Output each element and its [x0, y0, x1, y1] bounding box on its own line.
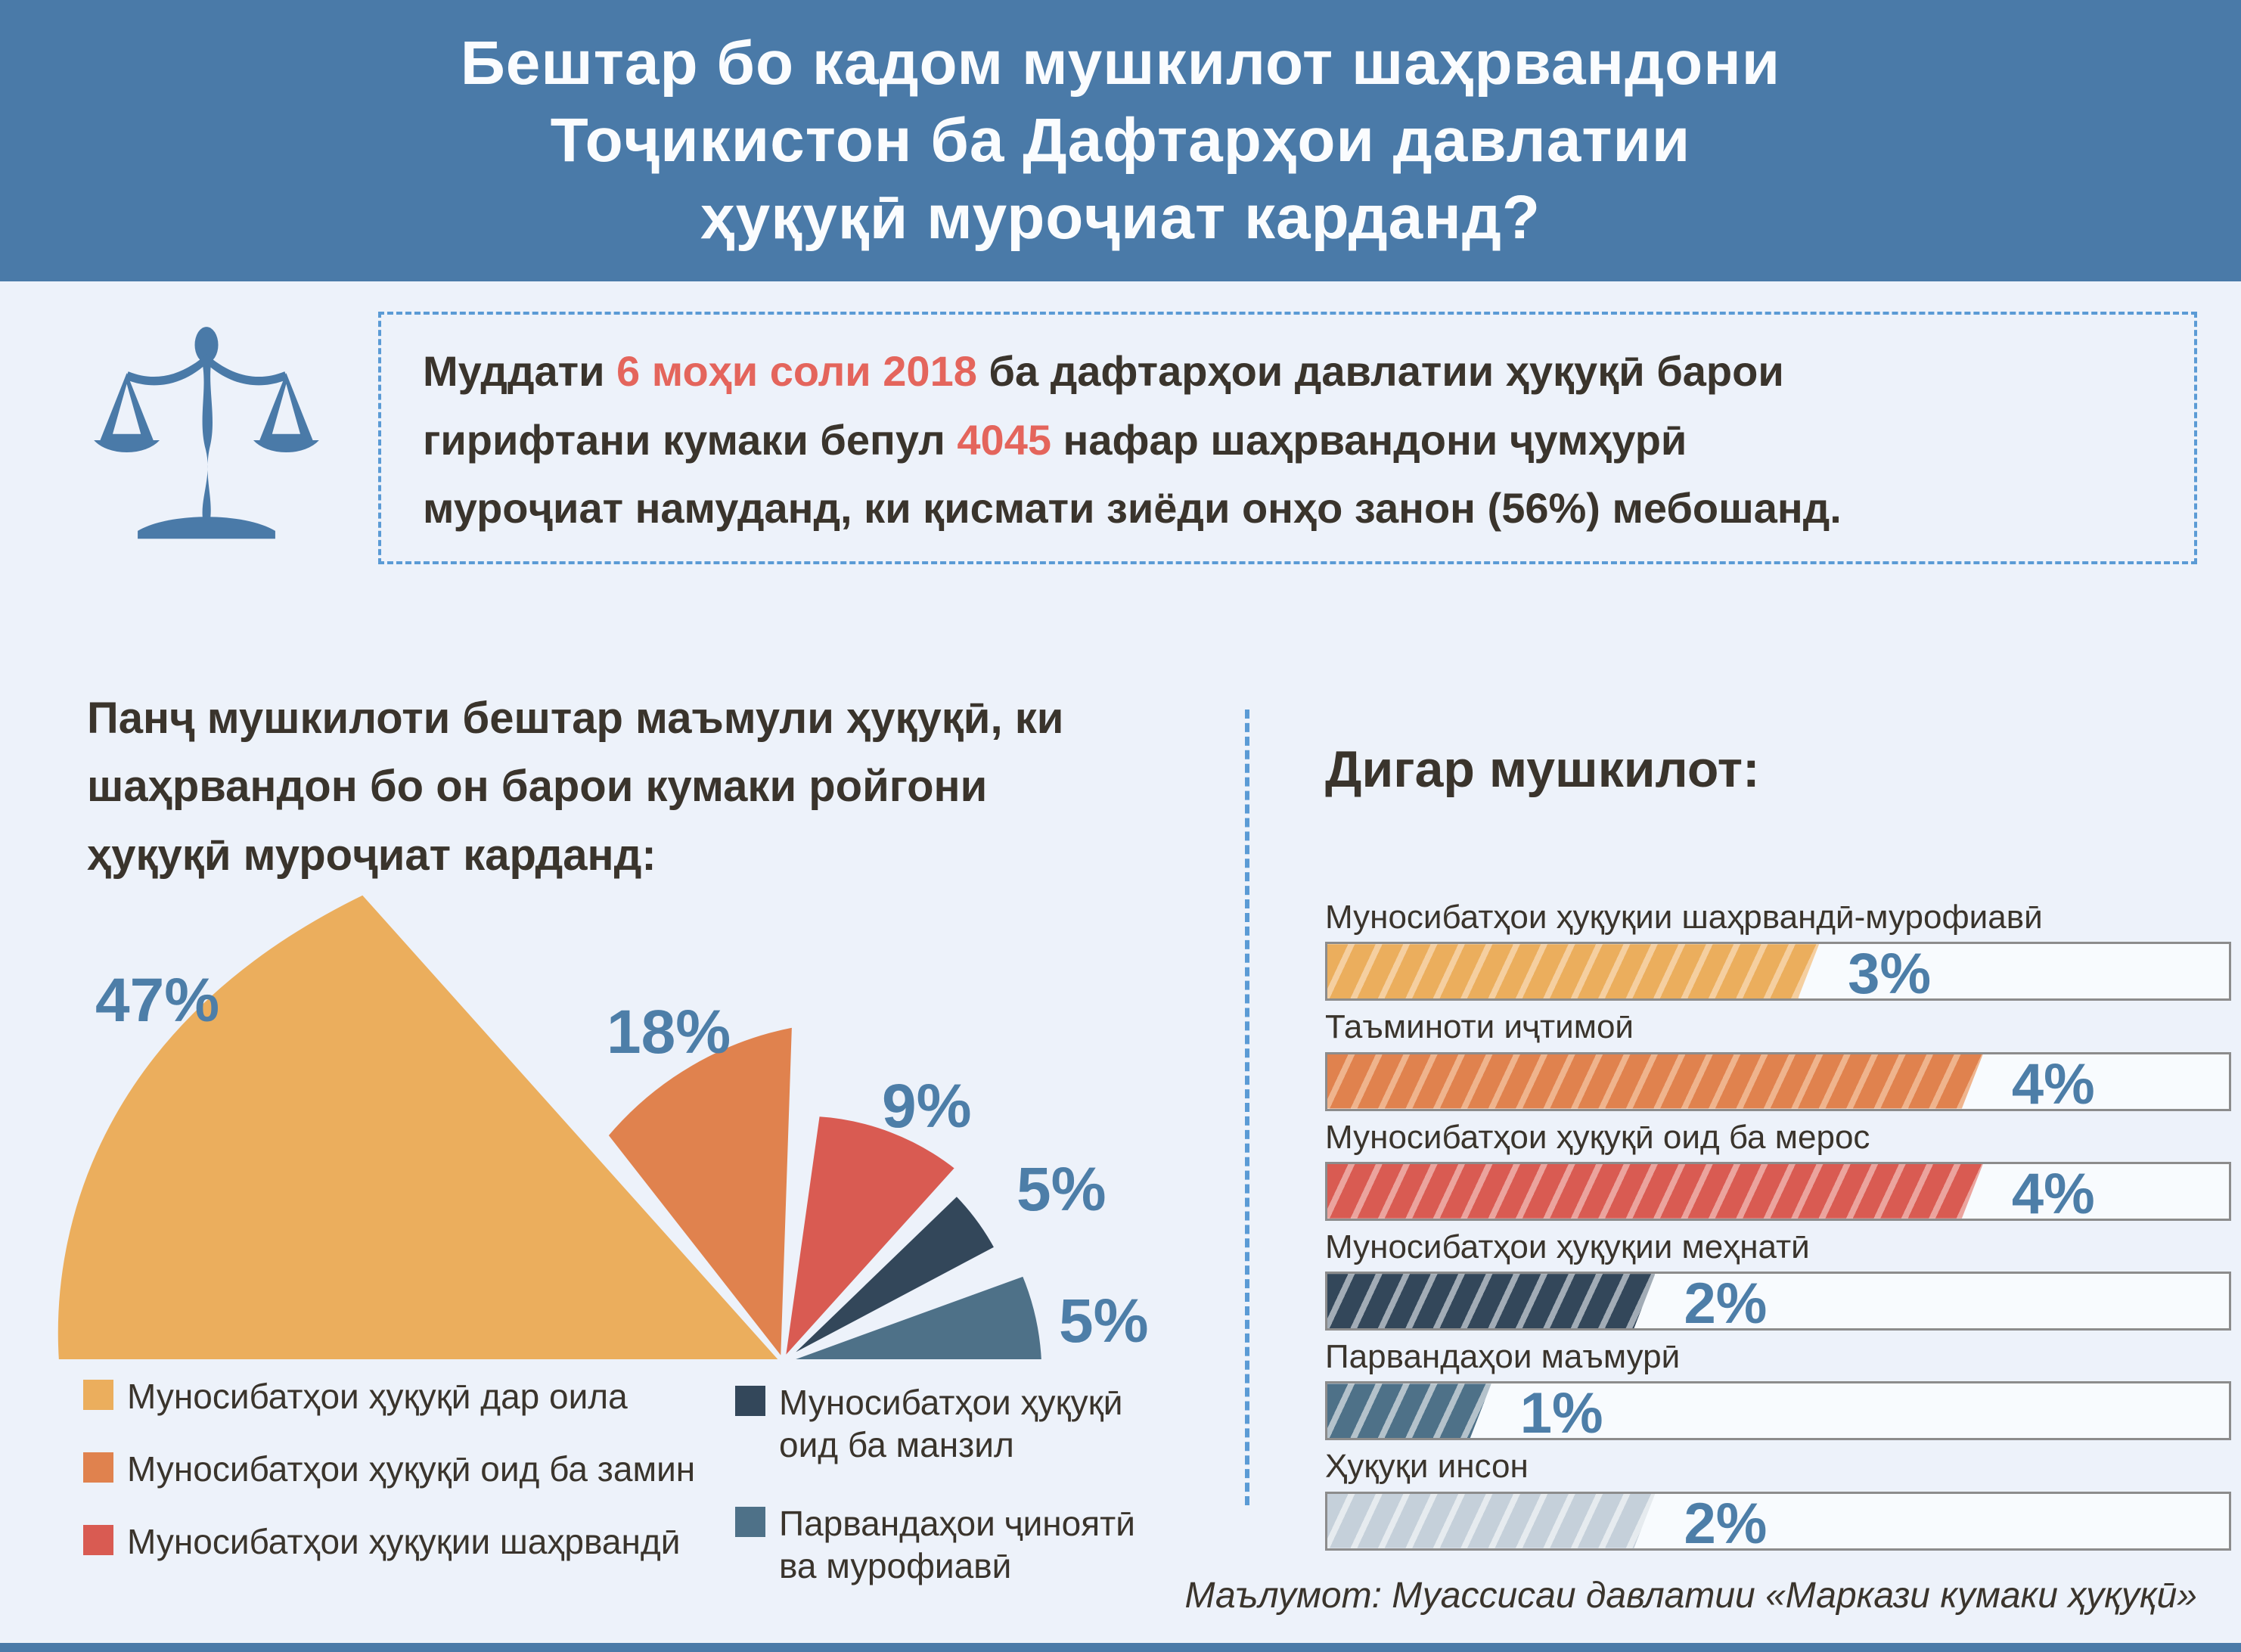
intro-line: Муддати 6 моҳи соли 2018 ба дафтарҳои да…: [423, 337, 2153, 406]
bar-value: 2%: [1684, 1491, 1768, 1556]
bar-chart: Муносибатҳои ҳуқуқии шаҳрвандӣ-мурофиавӣ…: [1325, 899, 2231, 1558]
bar-label: Муносибатҳои ҳуқуқии шаҳрвандӣ-мурофиавӣ: [1325, 899, 2043, 936]
page-title-line: Бештар бо кадом мушкилот шаҳрвандони: [460, 29, 1781, 98]
bar-track: 1%: [1325, 1381, 2231, 1446]
intro-text: нафар шаҳрвандони ҷумҳурӣ: [1051, 415, 1687, 464]
intro-text: Муддати: [423, 347, 617, 395]
pie-slice-value: 9%: [882, 1072, 972, 1141]
bar-row: Парвандаҳои маъмурӣ 1%: [1325, 1338, 2231, 1446]
bar-value: 3%: [1848, 942, 1932, 1007]
bar-track: 2%: [1325, 1272, 2231, 1336]
vertical-separator: [1245, 710, 1249, 1505]
pie-slice: [604, 1023, 796, 1364]
bar-row: Таъминоти иҷтимоӣ 4%: [1325, 1008, 2231, 1116]
header-band: Бештар бо кадом мушкилот шаҳрвандони Тоҷ…: [0, 0, 2241, 281]
legend-color-chip: [83, 1380, 113, 1410]
intro-highlight: 6 моҳи соли 2018: [616, 347, 977, 395]
bar-value: 1%: [1519, 1381, 1603, 1446]
pie-slice-value: 5%: [1017, 1155, 1107, 1224]
legend-item: Муносибатҳои ҳуқуқӣ дар оила: [83, 1375, 628, 1418]
bar-row: Ҳуқуқи инсон 2%: [1325, 1448, 2231, 1556]
bar-fill: [1327, 944, 1819, 998]
bottom-accent-strip: [0, 1643, 2241, 1652]
pie-slice-value: 18%: [607, 998, 731, 1067]
bar-label: Муносибатҳои ҳуқуқӣ оид ба мерос: [1325, 1118, 1870, 1156]
page-title-line: Тоҷикистон ба Дафтарҳои давлатии: [550, 106, 1691, 175]
legend-color-chip: [735, 1507, 765, 1537]
bar-fill: [1327, 1274, 1655, 1328]
pie-slice: [53, 890, 785, 1364]
pie-slice: [781, 1191, 999, 1364]
legend-item: Муносибатҳои ҳуқуқӣ оид ба замин: [83, 1448, 695, 1490]
bar-section-heading: Дигар мушкилот:: [1325, 741, 1760, 798]
source-note: Маълумот: Муассисаи давлатии «Маркази ку…: [1184, 1576, 2197, 1616]
bar-label: Таъминоти иҷтимоӣ: [1325, 1008, 1634, 1046]
bar-fill: [1327, 1494, 1655, 1548]
legend-label: Парвандаҳои ҷиноятӣ ва мурофиавӣ: [779, 1504, 1135, 1586]
legend-label: Муносибатҳои ҳуқуқии шаҳрвандӣ: [127, 1522, 681, 1561]
legend-color-chip: [83, 1452, 113, 1483]
pie-title-line: Панҷ мушкилоти бештар маъмули ҳуқуқӣ, ки: [87, 694, 1064, 743]
pie-legend: Муносибатҳои ҳуқуқӣ дар оила Муносибатҳои…: [83, 1375, 1263, 1625]
pie-slice-value: 47%: [95, 966, 219, 1035]
pie-slice: [781, 1272, 1046, 1364]
bar-value: 2%: [1684, 1272, 1768, 1337]
bar-track: 4%: [1325, 1162, 2231, 1226]
bar-value: 4%: [2011, 1051, 2095, 1116]
legend-item: Муносибатҳои ҳуқуқии шаҳрвандӣ: [83, 1520, 680, 1563]
bar-track: 4%: [1325, 1052, 2231, 1116]
pie-slice: [781, 1112, 960, 1364]
intro-highlight: 4045: [957, 415, 1051, 464]
legend-item: Парвандаҳои ҷиноятӣ ва мурофиавӣ: [735, 1502, 1135, 1587]
bar-value: 4%: [2011, 1161, 2095, 1226]
scales-of-justice-icon: [89, 304, 324, 580]
legend-color-chip: [735, 1386, 765, 1416]
intro-text: муроҷиат намуданд, ки қисмати зиёди онҳо…: [423, 484, 1842, 533]
page-title-line: ҳуқуқӣ муроҷиат карданд?: [700, 182, 1541, 252]
intro-line: гирифтани кумаки бепул 4045 нафар шаҳрва…: [423, 406, 2153, 475]
legend-label: Муносибатҳои ҳуқуқӣ оид ба замин: [127, 1449, 696, 1489]
bar-row: Муносибатҳои ҳуқуқии меҳнатӣ 2%: [1325, 1228, 2231, 1336]
bar-track: 2%: [1325, 1492, 2231, 1556]
intro-text: ба дафтарҳои давлатии ҳуқуқӣ барои: [976, 347, 1784, 395]
pie-title-line: шаҳрвандон бо он барои кумаки ройгони: [87, 762, 988, 812]
bar-row: Муносибатҳои ҳуқуқии шаҳрвандӣ-мурофиавӣ…: [1325, 899, 2231, 1006]
bar-label: Ҳуқуқи инсон: [1325, 1448, 1529, 1486]
pie-title-line: ҳуқуқӣ муроҷиат карданд:: [87, 830, 656, 880]
bar-fill: [1327, 1164, 1983, 1219]
intro-summary-box: Муддати 6 моҳи соли 2018 ба дафтарҳои да…: [378, 312, 2197, 564]
bar-fill: [1327, 1054, 1983, 1109]
legend-label: Муносибатҳои ҳуқуқӣ оид ба манзил: [779, 1383, 1123, 1465]
legend-label: Муносибатҳои ҳуқуқӣ дар оила: [127, 1377, 628, 1416]
legend-color-chip: [83, 1525, 113, 1555]
bar-row: Муносибатҳои ҳуқуқӣ оид ба мерос 4%: [1325, 1118, 2231, 1226]
fan-pie-chart: 47% 18% 9% 5% 5%: [53, 890, 1149, 1364]
legend-item: Муносибатҳои ҳуқуқӣ оид ба манзил: [735, 1381, 1122, 1466]
intro-line: муроҷиат намуданд, ки қисмати зиёди онҳо…: [423, 474, 2153, 543]
bar-label: Муносибатҳои ҳуқуқии меҳнатӣ: [1325, 1228, 1810, 1265]
bar-label: Парвандаҳои маъмурӣ: [1325, 1338, 1681, 1376]
pie-section-title: Панҷ мушкилоти бештар маъмули ҳуқуқӣ, ки…: [87, 685, 1063, 890]
bar-fill: [1327, 1383, 1491, 1438]
intro-text: гирифтани кумаки бепул: [423, 415, 958, 464]
pie-slice-value: 5%: [1059, 1287, 1149, 1355]
bar-track: 3%: [1325, 942, 2231, 1006]
